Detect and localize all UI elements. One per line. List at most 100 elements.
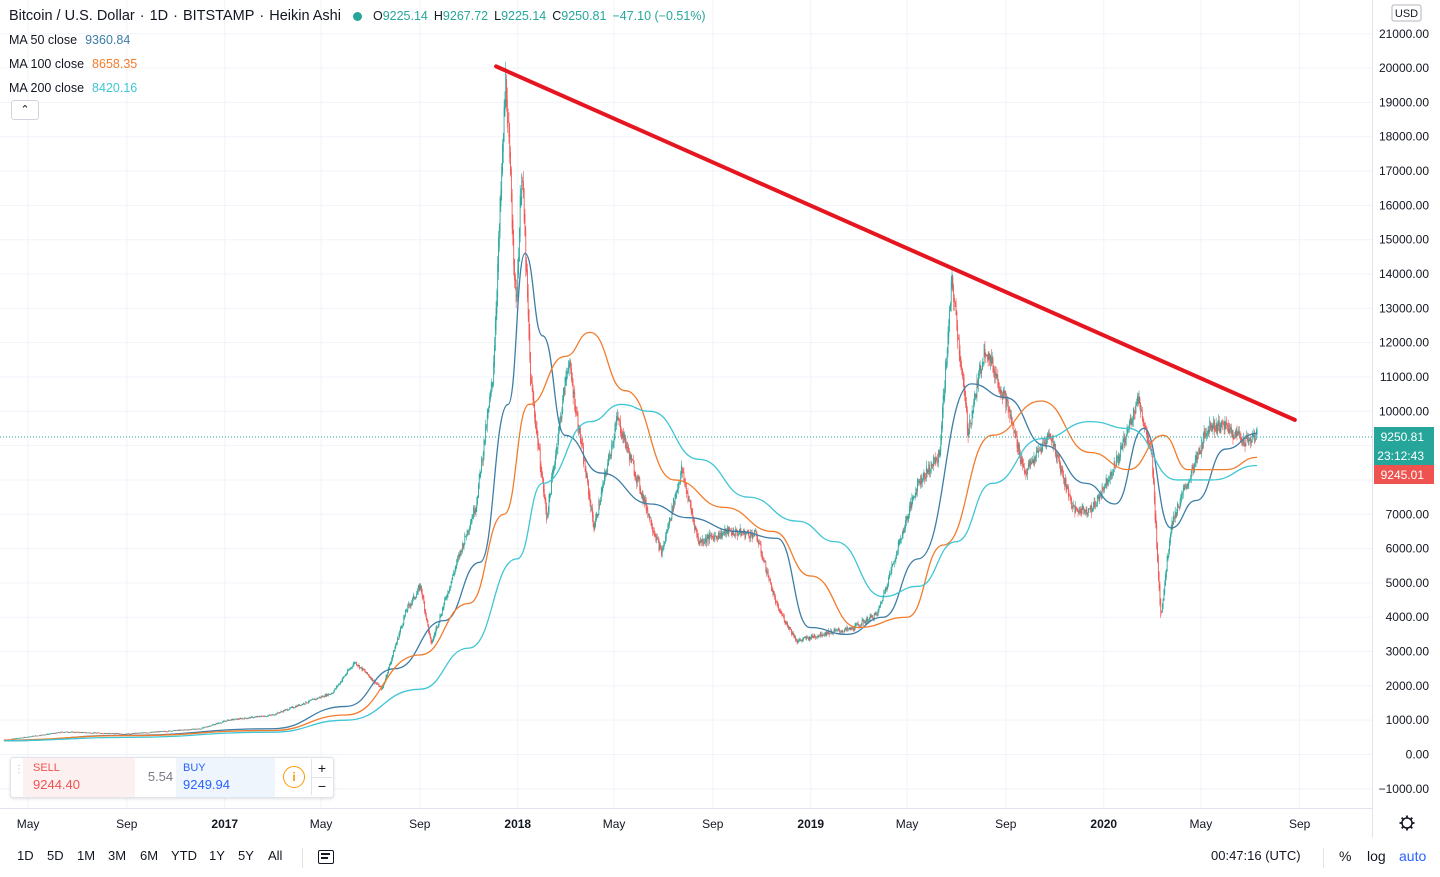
candle-body (982, 361, 983, 370)
utc-clock[interactable]: 00:47:16 (UTC) (1211, 848, 1301, 863)
range-5y-button[interactable]: 5Y (238, 848, 254, 863)
candle-body (932, 465, 934, 467)
sell-button[interactable]: SELL 9244.40 (23, 758, 135, 797)
range-1d-button[interactable]: 1D (17, 848, 34, 863)
candle-body (209, 725, 211, 727)
candle-body (225, 721, 227, 722)
ma100-row[interactable]: MA 100 close 8658.35 (9, 52, 712, 76)
candle-body (718, 531, 719, 539)
auto-scale-toggle[interactable]: auto (1399, 848, 1427, 864)
info-icon[interactable]: i (283, 766, 305, 788)
candle-body (1242, 442, 1244, 445)
candle-body (324, 694, 326, 697)
currency-box[interactable] (1391, 4, 1422, 22)
candle-body (358, 665, 360, 666)
candle-body (308, 700, 310, 703)
decrease-quantity-button[interactable]: − (311, 777, 332, 795)
candle-body (771, 582, 772, 591)
candle-body (322, 695, 324, 697)
candle-body (1104, 483, 1106, 488)
candle-body (24, 737, 26, 738)
candle-body (143, 732, 145, 734)
candle-body (934, 458, 936, 465)
candle-body (344, 674, 346, 677)
candle-body (449, 588, 450, 592)
candle-body (852, 627, 854, 630)
candle-body (1088, 508, 1090, 510)
candle-body (1226, 422, 1227, 426)
range-all-button[interactable]: All (268, 848, 283, 863)
candle-body (67, 731, 68, 733)
candle-body (1161, 604, 1163, 612)
change-value: −47.10 (−0.51%) (612, 9, 706, 23)
candle-body (26, 736, 28, 738)
go-to-date-icon[interactable] (318, 850, 334, 864)
candle-body (689, 500, 691, 506)
percent-scale-toggle[interactable]: % (1339, 848, 1352, 864)
symbol-title[interactable]: Bitcoin / U.S. Dollar (9, 8, 135, 24)
candle-body (1126, 428, 1128, 436)
candle-body (674, 494, 676, 505)
range-6m-button[interactable]: 6M (140, 848, 159, 863)
candle-body (29, 736, 31, 738)
candle-body (248, 717, 250, 719)
range-5d-button[interactable]: 5D (47, 848, 64, 863)
candle-body (368, 675, 370, 678)
candle-body (22, 737, 24, 739)
candle-body (727, 528, 729, 535)
candle-body (833, 629, 835, 633)
range-3m-button[interactable]: 3M (108, 848, 127, 863)
candle-body (393, 651, 395, 653)
log-scale-toggle[interactable]: log (1367, 848, 1386, 864)
ma100-line[interactable] (3, 331, 1258, 741)
candle-body (110, 733, 112, 734)
candle-body (978, 368, 980, 376)
range-1m-button[interactable]: 1M (77, 848, 96, 863)
candle-body (763, 560, 765, 562)
candle-body (973, 402, 975, 412)
candle-body (543, 488, 545, 497)
candle-body (1110, 470, 1112, 476)
candle-body (1047, 435, 1049, 439)
candle-body (573, 391, 575, 395)
candle-body (421, 585, 422, 593)
candle-body (982, 362, 984, 364)
buy-button[interactable]: BUY 9249.94 (176, 758, 275, 797)
trendline[interactable] (494, 64, 1297, 422)
candle-body (108, 733, 110, 735)
candle-body (785, 622, 787, 625)
candle-body (1169, 534, 1171, 544)
gear-icon[interactable] (1399, 815, 1415, 831)
candle-body (13, 738, 15, 740)
close-key: C (552, 9, 562, 23)
increase-quantity-button[interactable]: + (311, 759, 332, 778)
candle-body (96, 732, 98, 734)
candle-body (1141, 410, 1143, 421)
candle-body (1131, 422, 1133, 424)
candle-body (619, 419, 621, 422)
candle-body (193, 728, 195, 730)
candle-body (388, 664, 390, 669)
range-ytd-button[interactable]: YTD (171, 848, 197, 863)
range-1y-button[interactable]: 1Y (209, 848, 225, 863)
candle-body (457, 558, 458, 562)
candle-body (520, 197, 522, 206)
candle-body (1007, 400, 1009, 414)
candle-body (1107, 480, 1109, 485)
candle-body (213, 724, 214, 726)
ma50-line[interactable] (3, 252, 1258, 742)
candle-body (203, 726, 205, 728)
candle-body (948, 320, 950, 338)
candle-body (1154, 495, 1156, 521)
candle-body (193, 728, 194, 730)
ma200-line[interactable] (3, 403, 1258, 742)
candle-body (1149, 445, 1151, 447)
ma200-row[interactable]: MA 200 close 8420.16 (9, 76, 712, 100)
ma50-row[interactable]: MA 50 close 9360.84 (9, 28, 712, 52)
candle-body (872, 617, 874, 620)
candle-body (152, 731, 154, 733)
candle-body (81, 732, 83, 734)
candle-body (806, 636, 808, 639)
collapse-legend-button[interactable]: ⌃ (11, 100, 39, 120)
